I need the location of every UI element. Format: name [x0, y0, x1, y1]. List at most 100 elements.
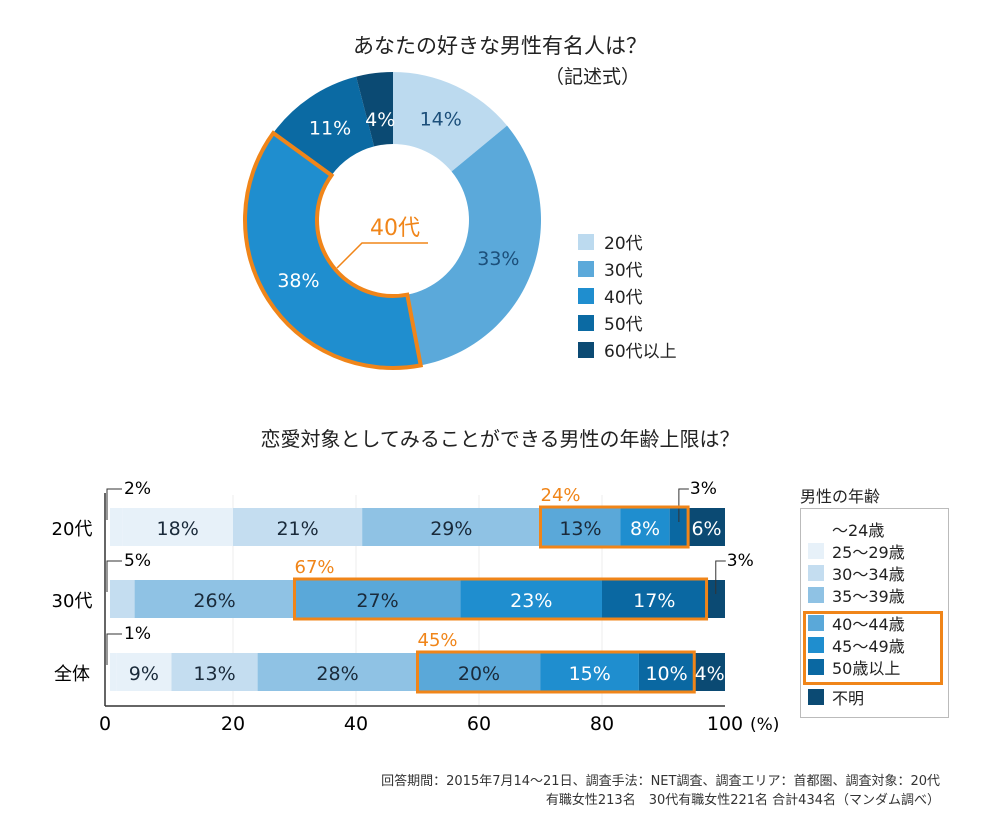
bar-value-label: 29% — [430, 518, 472, 540]
bar-value-label: 13% — [193, 663, 235, 685]
legend-label: 30〜34歳 — [832, 565, 905, 584]
donut-slice-1 — [393, 72, 508, 172]
bar-segment — [110, 653, 117, 691]
legend-label: 〜24歳 — [832, 521, 885, 540]
legend-label: 40代 — [604, 288, 643, 308]
donut-highlight-label: 40代 — [370, 216, 420, 241]
bar-segment — [294, 580, 461, 618]
x-tick-label: 40 — [344, 713, 368, 735]
bar-value-label: 18% — [157, 518, 199, 540]
legend-swatch — [578, 341, 594, 358]
highlight-box — [293, 577, 709, 621]
x-tick-label: 0 — [99, 713, 111, 735]
bar-legend-highlight — [803, 611, 943, 685]
bar-segment — [110, 508, 123, 546]
legend-item: 30代 — [578, 256, 643, 281]
x-tick-label: 100 — [707, 713, 743, 735]
bar-segment — [110, 580, 135, 618]
donut-value-label: 14% — [420, 109, 462, 131]
highlight-box — [539, 505, 690, 549]
bar-value-label: 21% — [276, 518, 318, 540]
legend-swatch — [578, 287, 594, 304]
highlight-total-label: 45% — [418, 630, 458, 651]
legend-swatch — [808, 615, 824, 631]
legend-item: 40代 — [578, 283, 643, 308]
bar-segment — [116, 653, 172, 691]
legend-swatch — [808, 659, 824, 675]
legend-item: 〜24歳 — [808, 517, 884, 541]
bar-segment — [638, 653, 695, 691]
callout-leader — [678, 488, 689, 522]
bar-segment — [460, 580, 602, 618]
bar-value-label: 17% — [633, 590, 675, 612]
bar-value-label: 28% — [316, 663, 358, 685]
donut-highlight-leader — [336, 242, 428, 269]
bar-segment — [669, 508, 689, 546]
x-tick-label: 80 — [590, 713, 614, 735]
legend-item: 20代 — [578, 229, 643, 254]
bar-value-label: 15% — [569, 663, 611, 685]
bar-value-label: 8% — [630, 518, 660, 540]
legend-label: 50歳以上 — [832, 659, 901, 678]
bar-segment — [257, 653, 418, 691]
legend-label: 45〜49歳 — [832, 637, 905, 656]
donut-slice-2 — [407, 125, 541, 366]
bar-segment — [706, 580, 725, 618]
bar-value-label: 27% — [356, 590, 398, 612]
legend-swatch — [808, 565, 824, 581]
bar-chart-title: 恋愛対象としてみることができる男性の年齢上限は？ — [260, 427, 740, 451]
callout-leader — [106, 633, 122, 665]
x-axis-unit: (%) — [750, 715, 779, 735]
legend-swatch — [578, 233, 594, 250]
callout-leader — [106, 488, 122, 520]
legend-item: 30〜34歳 — [808, 561, 905, 585]
callout-label: 3% — [690, 479, 717, 499]
bar-segment — [620, 508, 670, 546]
bar-segment — [540, 508, 621, 546]
legend-label: 20代 — [604, 234, 643, 254]
donut-value-label: 33% — [477, 248, 519, 270]
donut-highlight-outline — [243, 130, 424, 370]
donut-slice-5 — [356, 72, 393, 147]
bar-segment — [417, 653, 541, 691]
legend-item: 60代以上 — [578, 337, 677, 362]
bar-segment — [122, 508, 233, 546]
footnote-line-1: 回答期間：2015年7月14〜21日、調査手法：NET調査、調査エリア：首都圏、… — [381, 774, 940, 789]
legend-item: 不明 — [808, 685, 864, 709]
row-label: 全体 — [54, 664, 90, 685]
bar-value-label: 23% — [510, 590, 552, 612]
bar-segment — [362, 508, 541, 546]
legend-label: 25〜29歳 — [832, 543, 905, 562]
bar-segment — [688, 508, 725, 546]
legend-label: 35〜39歳 — [832, 587, 905, 606]
legend-swatch — [808, 543, 824, 559]
legend-label: 60代以上 — [604, 342, 677, 362]
donut-chart-title: あなたの好きな男性有名人は？ — [353, 34, 647, 58]
row-label: 30代 — [52, 591, 93, 612]
donut-chart-subtitle: （記述式） — [545, 66, 641, 88]
callout-leader — [106, 560, 122, 592]
bar-value-label: 26% — [193, 590, 235, 612]
legend-swatch — [808, 689, 824, 705]
callout-label: 1% — [124, 624, 151, 644]
highlight-total-label: 24% — [541, 485, 581, 506]
legend-item: 50歳以上 — [808, 655, 900, 679]
legend-label: 40〜44歳 — [832, 615, 905, 634]
legend-swatch — [808, 587, 824, 603]
legend-label: 50代 — [604, 315, 643, 335]
bar-value-label: 9% — [129, 663, 159, 685]
bar-segment — [540, 653, 639, 691]
legend-label: 不明 — [832, 689, 865, 708]
legend-swatch — [578, 260, 594, 277]
legend-label: 30代 — [604, 261, 643, 281]
callout-label: 2% — [124, 479, 151, 499]
bar-segment — [171, 653, 258, 691]
bar-legend-box — [800, 508, 949, 718]
legend-swatch — [808, 521, 824, 537]
bar-value-label: 10% — [645, 663, 687, 685]
legend-swatch — [578, 314, 594, 331]
callout-label: 5% — [124, 551, 151, 571]
donut-value-label: 38% — [277, 270, 319, 292]
bar-value-label: 13% — [559, 518, 601, 540]
